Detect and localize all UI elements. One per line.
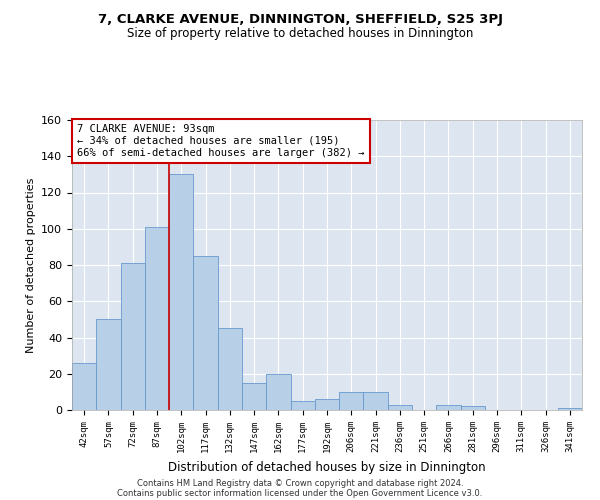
Bar (290, 401, 315, 410)
Bar (121, 263, 145, 410)
Bar (242, 383, 266, 410)
Text: Contains HM Land Registry data © Crown copyright and database right 2024.: Contains HM Land Registry data © Crown c… (137, 478, 463, 488)
Text: Size of property relative to detached houses in Dinnington: Size of property relative to detached ho… (127, 28, 473, 40)
Bar (169, 174, 193, 410)
Bar (364, 392, 388, 410)
Y-axis label: Number of detached properties: Number of detached properties (26, 178, 35, 352)
Text: 7, CLARKE AVENUE, DINNINGTON, SHEFFIELD, S25 3PJ: 7, CLARKE AVENUE, DINNINGTON, SHEFFIELD,… (97, 12, 503, 26)
Text: Contains public sector information licensed under the Open Government Licence v3: Contains public sector information licen… (118, 488, 482, 498)
Bar (436, 404, 461, 410)
Bar (145, 227, 169, 410)
Bar (315, 399, 339, 410)
Bar (461, 406, 485, 410)
Bar (96, 320, 121, 410)
Bar (72, 363, 96, 410)
Bar (266, 374, 290, 410)
Bar (558, 408, 582, 410)
Bar (218, 328, 242, 410)
Text: Distribution of detached houses by size in Dinnington: Distribution of detached houses by size … (168, 461, 486, 474)
Bar (388, 404, 412, 410)
Bar (193, 256, 218, 410)
Text: 7 CLARKE AVENUE: 93sqm
← 34% of detached houses are smaller (195)
66% of semi-de: 7 CLARKE AVENUE: 93sqm ← 34% of detached… (77, 124, 365, 158)
Bar (339, 392, 364, 410)
